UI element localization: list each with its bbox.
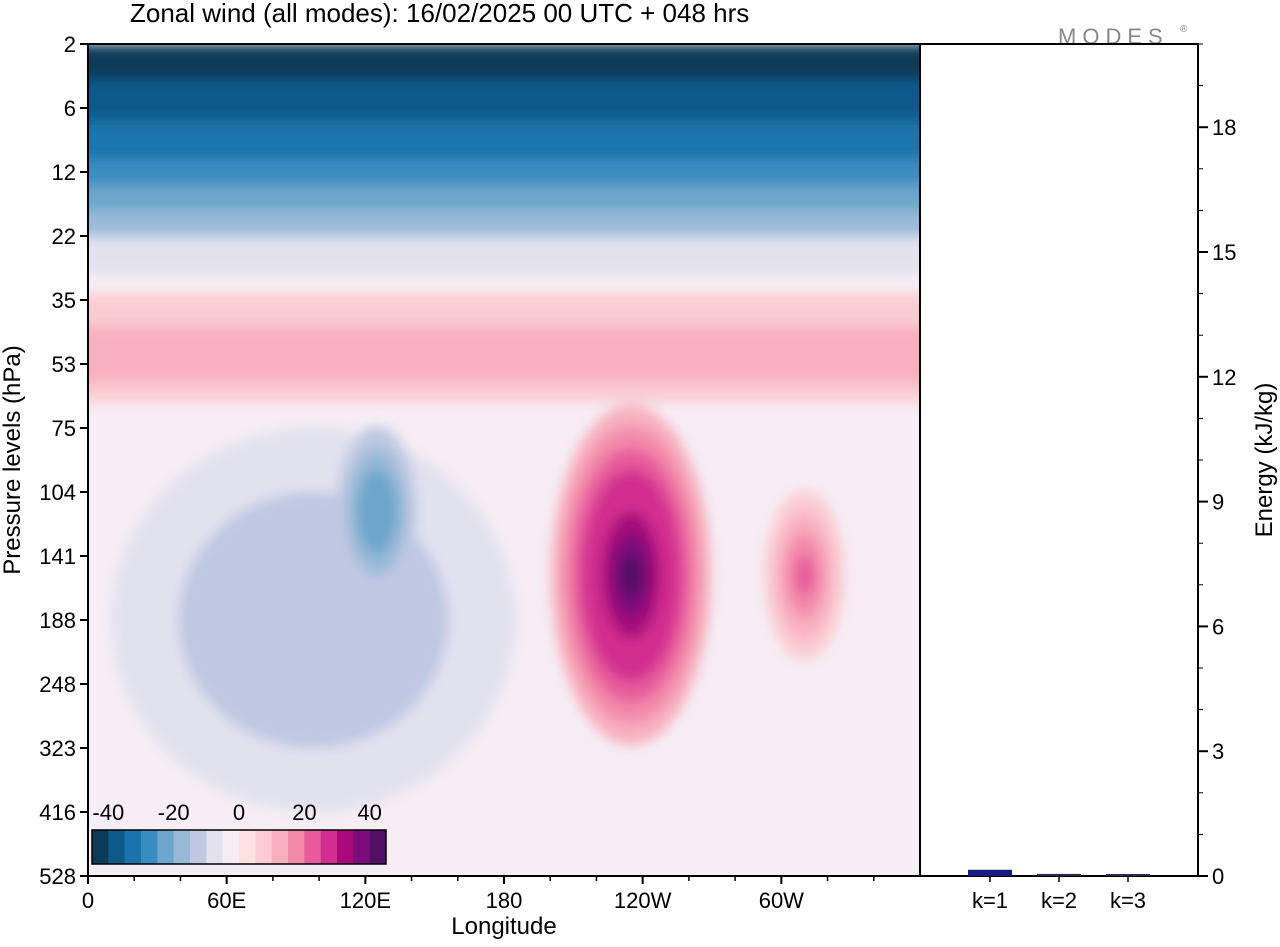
y-tick-label: 528: [39, 864, 76, 889]
energy-bars: k=1 k=2 k=3: [968, 869, 1150, 913]
y-tick-label: 12: [52, 160, 76, 185]
x-tick-label: 0: [82, 888, 94, 913]
energy-tick-label: 18: [1212, 115, 1236, 140]
y-tick-label: 323: [39, 736, 76, 761]
feature-westerly-jet-core: [621, 553, 642, 597]
feature-secondary-westerly-jet: [794, 553, 815, 597]
colorbar-label: -20: [158, 800, 190, 825]
energy-axis: 0 3 6 9 12 15 18: [1198, 43, 1236, 889]
y-tick-label: 22: [52, 224, 76, 249]
colorbar-frame: [91, 829, 387, 865]
colorbar-swatch: [173, 830, 191, 864]
energy-tick-label: 9: [1212, 490, 1224, 515]
colorbar-swatch: [108, 830, 126, 864]
colorbar-swatch: [141, 830, 158, 864]
energy-tick-label: 6: [1212, 614, 1224, 639]
longitude-axis: 0 60E 120E 180 120W 60W: [82, 876, 875, 913]
energy-panel-frame: [919, 43, 1199, 877]
feature-easterly-maximum: [366, 489, 387, 533]
energy-bar: [1037, 873, 1081, 876]
energy-category-label: k=2: [1041, 888, 1077, 913]
field-band: [88, 44, 920, 82]
field-band: [88, 159, 920, 187]
colorbar-label: 0: [233, 800, 245, 825]
chart-title: Zonal wind (all modes): 16/02/2025 00 UT…: [130, 0, 749, 28]
x-tick-label: 120E: [340, 888, 391, 913]
colorbar-swatch: [239, 830, 256, 864]
energy-bar: [1106, 874, 1150, 876]
energy-category-label: k=3: [1110, 888, 1146, 913]
colorbar-swatch: [222, 830, 240, 864]
energy-tick-label: 15: [1212, 240, 1236, 265]
colorbar-swatch: [206, 830, 224, 864]
energy-tick-label: 0: [1212, 864, 1224, 889]
y-axis-label: Pressure levels (hPa): [0, 345, 26, 574]
colorbar-swatch: [190, 830, 207, 864]
y-tick-label: 53: [52, 352, 76, 377]
field-band: [88, 79, 920, 123]
colorbar-swatch: [320, 830, 338, 864]
y-tick-label: 248: [39, 672, 76, 697]
colorbar-swatch: [337, 830, 354, 864]
energy-category-label: k=1: [972, 888, 1008, 913]
energy-tick-label: 12: [1212, 365, 1236, 390]
field-band: [88, 236, 920, 277]
modes-logo-mark: ®: [1180, 24, 1188, 35]
colorbar-swatch: [288, 830, 305, 864]
colorbar-swatch: [92, 830, 109, 864]
x-tick-label: 180: [486, 888, 523, 913]
colorbar: -40 -20 0 20 40: [91, 800, 387, 865]
colorbar-label: 40: [357, 800, 381, 825]
colorbar-label: 20: [292, 800, 316, 825]
field-band: [88, 210, 920, 238]
x-tick-label: 60E: [207, 888, 246, 913]
colorbar-swatch: [271, 830, 289, 864]
colorbar-swatch: [353, 830, 371, 864]
energy-tick-label: 3: [1212, 739, 1224, 764]
energy-axis-label: Energy (kJ/kg): [1251, 383, 1278, 538]
y-tick-label: 6: [64, 96, 76, 121]
field-band: [88, 120, 920, 162]
y-tick-label: 141: [39, 544, 76, 569]
colorbar-swatch: [255, 830, 273, 864]
colorbar-swatch: [124, 830, 142, 864]
colorbar-swatch: [304, 830, 322, 864]
x-tick-label: 60W: [759, 888, 804, 913]
feature-easterly-region: [245, 556, 381, 684]
colorbar-swatch: [157, 830, 175, 864]
heatmap-field: [88, 44, 920, 876]
y-tick-label: 188: [39, 608, 76, 633]
y-tick-label: 416: [39, 800, 76, 825]
colorbar-label: -40: [92, 800, 124, 825]
x-tick-label: 120W: [614, 888, 672, 913]
x-axis-label: Longitude: [451, 913, 556, 940]
colorbar-swatch: [369, 830, 387, 864]
energy-bar: [968, 869, 1012, 876]
field-band: [88, 325, 920, 384]
y-tick-label: 75: [52, 416, 76, 441]
field-band: [88, 184, 920, 213]
y-tick-label: 2: [64, 32, 76, 57]
y-tick-label: 35: [52, 288, 76, 313]
y-tick-label: 104: [39, 480, 76, 505]
pressure-axis: 2 6 12 22 35 53 75 104 141 188 248 323 416 528: [39, 32, 88, 889]
